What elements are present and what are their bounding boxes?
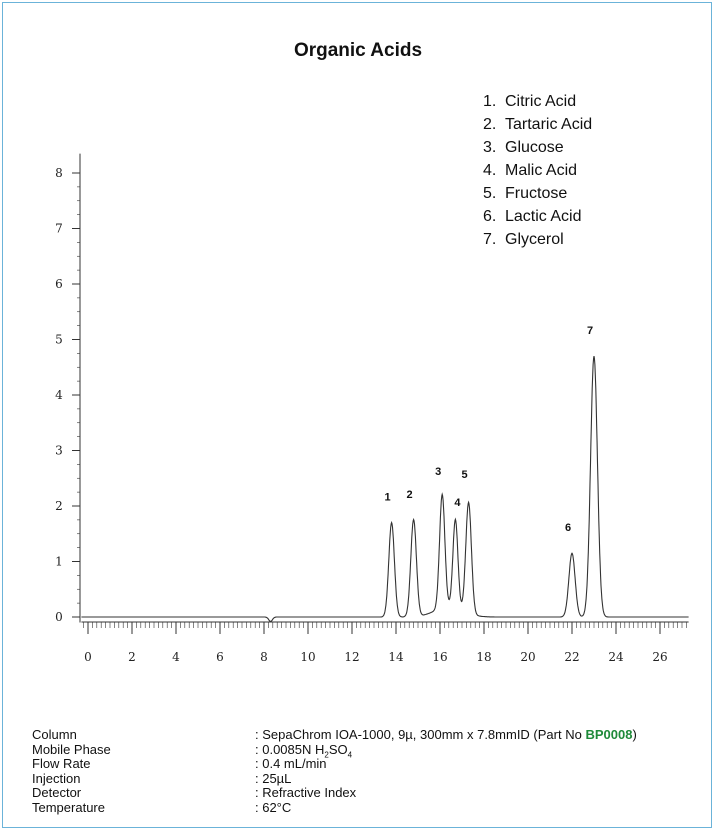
legend-item: 2. Tartaric Acid — [483, 116, 593, 133]
x-tick-label: 8 — [260, 650, 268, 664]
peak-label: 1 — [385, 492, 391, 504]
x-tick-label: 16 — [432, 650, 447, 664]
x-tick-label: 20 — [520, 650, 535, 664]
legend-item: 7. Glycerol — [483, 231, 564, 248]
peak-label: 6 — [565, 522, 571, 534]
y-tick-label: 1 — [55, 555, 63, 569]
x-tick-label: 26 — [652, 650, 667, 664]
x-tick-label: 10 — [300, 650, 315, 664]
peak-label: 3 — [435, 466, 441, 478]
y-tick-label: 3 — [55, 444, 63, 458]
legend-item: 5. Fructose — [483, 185, 568, 202]
y-tick-label: 8 — [55, 166, 63, 180]
y-tick-label: 2 — [55, 499, 63, 513]
y-tick-label: 6 — [55, 277, 63, 291]
chart-title: Organic Acids — [293, 40, 423, 61]
legend-item: 4. Malic Acid — [483, 162, 578, 179]
y-tick-label: 7 — [55, 222, 63, 236]
x-tick-label: 2 — [128, 650, 136, 664]
y-tick-label: 4 — [55, 388, 63, 402]
legend-item: 6. Lactic Acid — [483, 208, 582, 225]
peak-label: 4 — [454, 497, 461, 509]
x-tick-label: 0 — [84, 650, 92, 664]
peak-label: 5 — [462, 469, 468, 481]
legend-item: 1. Citric Acid — [483, 93, 577, 110]
x-tick-label: 22 — [564, 650, 579, 664]
y-tick-label: 5 — [55, 333, 63, 347]
y-tick-label: 0 — [55, 610, 63, 624]
x-tick-label: 12 — [344, 650, 359, 664]
x-tick-label: 14 — [388, 650, 404, 664]
legend-item: 3. Glucose — [483, 139, 564, 156]
x-tick-label: 6 — [216, 650, 224, 664]
x-tick-label: 4 — [172, 650, 180, 664]
peak-label: 2 — [407, 489, 413, 501]
peak-label: 7 — [587, 325, 593, 337]
x-tick-label: 24 — [608, 650, 624, 664]
x-tick-label: 18 — [476, 650, 491, 664]
peak-legend: 1. Citric Acid 2. Tartaric Acid 3. Glucose … — [483, 90, 592, 251]
part-number: BP0008 — [585, 727, 633, 742]
chromatogram-trace — [81, 356, 689, 622]
